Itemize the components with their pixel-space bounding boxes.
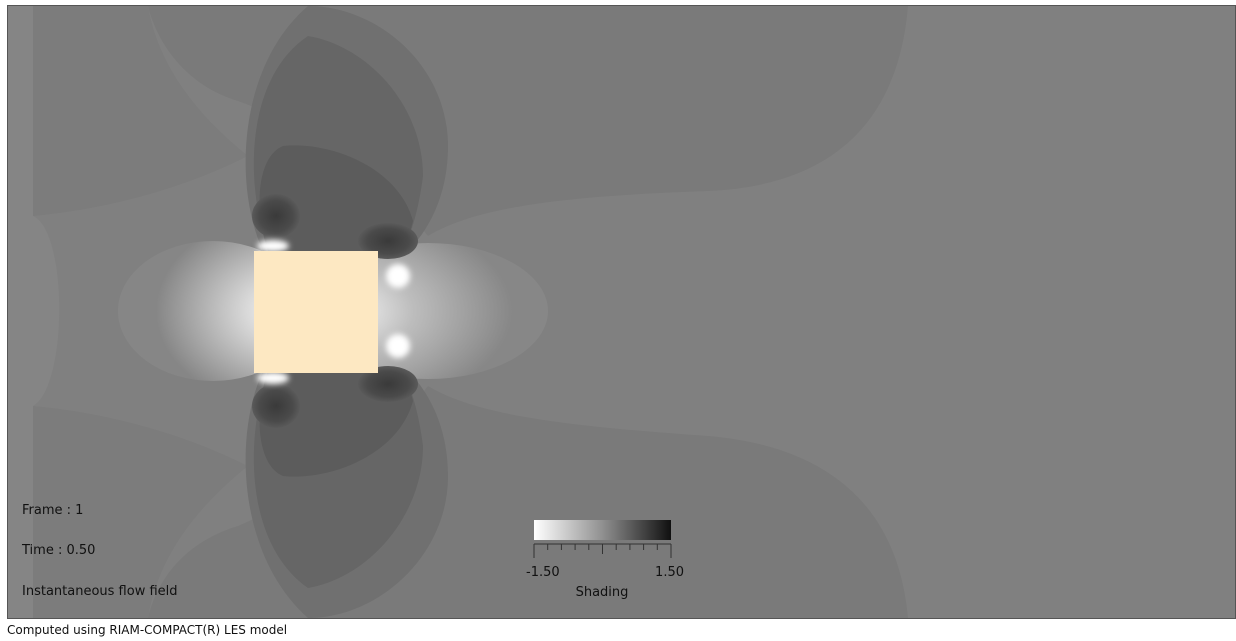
contour-left-band — [33, 6, 248, 216]
corner-highlight-lower-left — [257, 372, 289, 384]
vortex-lower-right — [358, 366, 418, 402]
vortex-lower-left — [252, 384, 300, 428]
square-obstacle — [254, 251, 378, 373]
model-credit: Computed using RIAM-COMPACT(R) LES model — [7, 623, 288, 637]
colorbar: -1.50 1.50 Shading — [520, 514, 690, 604]
corner-highlight-upper-left — [257, 240, 289, 252]
corner-highlight-upper-right — [386, 264, 410, 288]
contour-left-band-lower — [33, 406, 248, 618]
colorbar-min-label: -1.50 — [526, 565, 560, 580]
colorbar-max-label: 1.50 — [655, 565, 684, 580]
vortex-upper-left — [252, 194, 300, 238]
frame-label: Frame : 1 — [22, 503, 84, 518]
time-label: Time : 0.50 — [22, 543, 96, 558]
colorbar-ticks — [533, 543, 672, 558]
colorbar-title: Shading — [576, 585, 629, 600]
contour-left-edge — [8, 6, 60, 618]
description-label: Instantaneous flow field — [22, 584, 178, 599]
vortex-upper-right — [358, 223, 418, 259]
flow-field-visualization: Frame : 1 Time : 0.50 Instantaneous flow… — [7, 5, 1236, 619]
corner-highlight-lower-right — [386, 334, 410, 358]
colorbar-gradient — [534, 520, 671, 540]
